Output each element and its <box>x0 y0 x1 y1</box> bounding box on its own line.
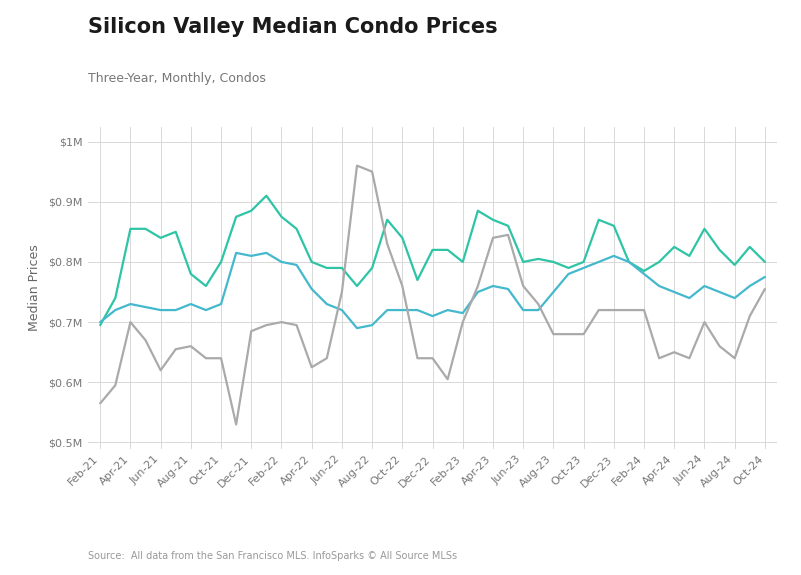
Text: Source:  All data from the San Francisco MLS. InfoSparks © All Source MLSs: Source: All data from the San Francisco … <box>88 551 457 561</box>
Text: Three-Year, Monthly, Condos: Three-Year, Monthly, Condos <box>88 72 266 85</box>
Y-axis label: Median Prices: Median Prices <box>28 244 41 331</box>
Text: Silicon Valley Median Condo Prices: Silicon Valley Median Condo Prices <box>88 17 497 37</box>
